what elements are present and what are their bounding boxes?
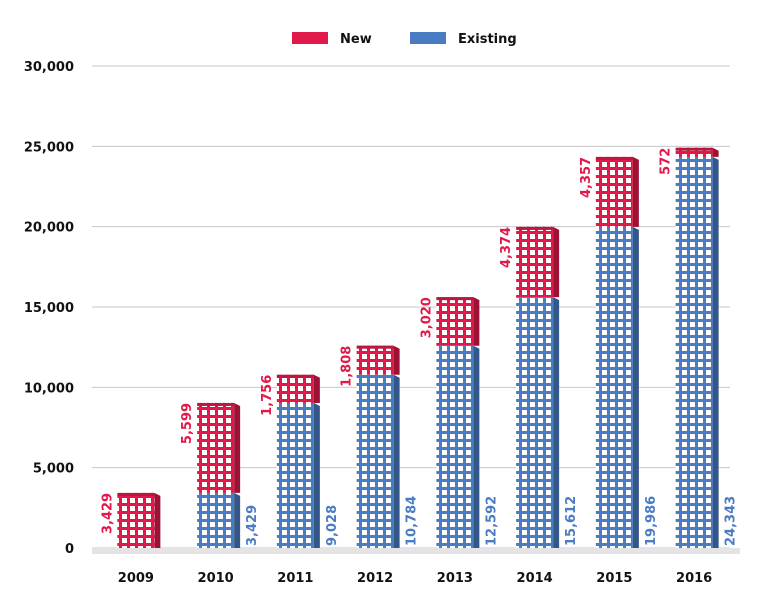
y-tick-label: 20,000 — [24, 221, 74, 236]
y-tick-label: 30,000 — [24, 60, 74, 75]
data-label-new: 572 — [659, 148, 674, 175]
bar-new-side — [313, 374, 320, 403]
bar-existing — [516, 297, 554, 548]
bar-new-cap — [197, 402, 235, 406]
bar-new-cap — [117, 492, 155, 496]
data-label-new: 1,808 — [340, 346, 355, 387]
bar-new — [436, 297, 474, 346]
bar-new — [197, 402, 235, 493]
bar-new-side — [393, 345, 400, 375]
data-label-new: 4,357 — [579, 157, 594, 198]
data-label-existing: 15,612 — [564, 496, 579, 546]
bar-existing-side — [234, 492, 241, 548]
bar-new-side — [234, 402, 241, 493]
data-label-new: 3,020 — [419, 297, 434, 338]
y-tick-label: 15,000 — [24, 301, 74, 316]
bar-new — [117, 492, 155, 548]
data-label-new: 5,599 — [180, 403, 195, 444]
data-label-existing: 12,592 — [484, 496, 499, 546]
axis-floor — [92, 548, 740, 554]
bar-existing-side — [393, 374, 400, 548]
x-tick-label: 2016 — [676, 571, 712, 586]
bar-existing — [276, 402, 314, 548]
data-label-existing: 24,343 — [724, 496, 739, 546]
data-label-existing: 19,986 — [644, 496, 659, 546]
x-tick-label: 2014 — [517, 571, 553, 586]
x-tick-label: 2009 — [118, 571, 154, 586]
bar-new-cap — [675, 147, 713, 151]
x-tick-label: 2013 — [437, 571, 473, 586]
bar-new — [675, 147, 713, 157]
data-label-new: 4,374 — [499, 227, 514, 268]
bar-existing — [436, 345, 474, 548]
bar-existing — [675, 156, 713, 548]
bar-existing-side — [553, 297, 560, 548]
bar-new-side — [632, 156, 639, 227]
legend-swatch — [410, 32, 446, 44]
bar-layer — [117, 147, 719, 548]
legend-label: Existing — [458, 32, 517, 47]
bar-new-cap — [436, 297, 474, 301]
bar-existing — [197, 492, 235, 548]
bar-new-cap — [516, 226, 554, 230]
bar-existing-side — [632, 226, 639, 548]
bar-new-side — [154, 492, 161, 548]
data-label-existing: 9,028 — [325, 505, 340, 546]
y-tick-label: 25,000 — [24, 140, 74, 155]
y-tick-label: 10,000 — [24, 381, 74, 396]
bar-new-side — [712, 147, 719, 157]
y-tick-label: 5,000 — [33, 462, 74, 477]
bar-new — [276, 374, 314, 403]
x-tick-label: 2011 — [277, 571, 313, 586]
data-label-new: 3,429 — [100, 493, 115, 534]
x-tick-label: 2012 — [357, 571, 393, 586]
data-label-existing: 10,784 — [405, 496, 420, 546]
legend: New Existing — [292, 32, 517, 47]
bar-new-cap — [356, 345, 394, 349]
bar-new-side — [553, 226, 560, 298]
bar-existing-side — [473, 345, 480, 548]
bar-new-side — [473, 297, 480, 346]
label-layer: 2009 3,429 2010 5,599 3,429 2011 1,756 9,028 201… — [100, 148, 738, 586]
bar-new-cap — [276, 374, 314, 378]
bar-new — [516, 226, 554, 298]
bar-existing-side — [313, 402, 320, 548]
x-tick-label: 2010 — [198, 571, 234, 586]
bar-new — [356, 345, 394, 375]
bar-new — [595, 156, 633, 227]
x-tick-label: 2015 — [596, 571, 632, 586]
bar-existing — [356, 374, 394, 548]
legend-swatch — [292, 32, 328, 44]
data-label-existing: 3,429 — [245, 505, 260, 546]
data-label-new: 1,756 — [260, 375, 275, 416]
bar-existing-side — [712, 156, 719, 548]
legend-label: New — [340, 32, 372, 47]
bar-existing — [595, 226, 633, 548]
bar-new-cap — [595, 156, 633, 160]
y-tick-label: 0 — [65, 542, 74, 557]
